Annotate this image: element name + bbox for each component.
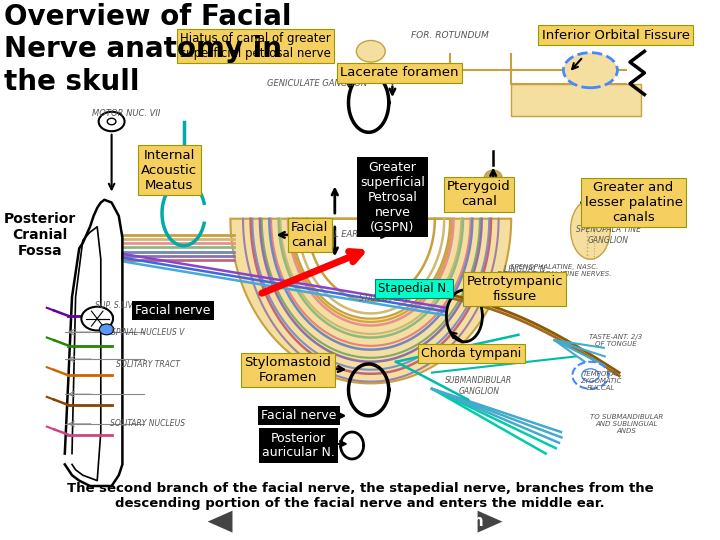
Circle shape (572, 362, 608, 389)
Text: Lacerate foramen: Lacerate foramen (341, 66, 459, 79)
Text: Greater and
lesser palatine
canals: Greater and lesser palatine canals (585, 181, 683, 224)
Text: FOR. ROTUNDUM: FOR. ROTUNDUM (411, 31, 489, 39)
Text: Petrotympanic
fissure: Petrotympanic fissure (467, 275, 563, 303)
Circle shape (99, 112, 125, 131)
Text: Posterior
Cranial
Fossa: Posterior Cranial Fossa (4, 212, 76, 258)
Text: STAPEDIAL N.: STAPEDIAL N. (359, 294, 411, 302)
Text: Stapedial N.: Stapedial N. (378, 282, 450, 295)
Text: MOTOR NUC. VII: MOTOR NUC. VII (92, 109, 160, 118)
Text: Click here to start Animation: Click here to start Animation (236, 514, 484, 529)
Text: TO SUBMANDIBULAR
AND SUBLINGUAL
ANDS: TO SUBMANDIBULAR AND SUBLINGUAL ANDS (590, 414, 663, 434)
Text: Inferior Orbital Fissure: Inferior Orbital Fissure (541, 29, 690, 42)
Text: Facial nerve: Facial nerve (261, 409, 336, 422)
Text: Chorda tympani: Chorda tympani (421, 347, 522, 360)
Text: LINGUAL N.: LINGUAL N. (504, 266, 547, 274)
Text: TEMPORAL
ZYGOMATIC
BUCCAL: TEMPORAL ZYGOMATIC BUCCAL (580, 370, 622, 391)
Circle shape (107, 118, 116, 125)
Text: GENICULATE GANGLION: GENICULATE GANGLION (266, 79, 367, 88)
Ellipse shape (485, 170, 503, 186)
Text: TASTE-ANT. 2/3
OF TONGUE: TASTE-ANT. 2/3 OF TONGUE (589, 334, 642, 347)
Text: Facial nerve: Facial nerve (135, 304, 210, 317)
Text: Stylomastoid
Foramen: Stylomastoid Foramen (245, 356, 331, 384)
Circle shape (582, 369, 599, 382)
Polygon shape (207, 511, 233, 532)
Circle shape (99, 324, 114, 335)
Text: SOLITARY TRACT: SOLITARY TRACT (116, 360, 179, 369)
Ellipse shape (563, 52, 618, 87)
Text: Hiatus of canal of greater
superficial petrosal nerve: Hiatus of canal of greater superficial p… (180, 32, 331, 60)
Text: SOLITARY NUCLEUS: SOLITARY NUCLEUS (110, 420, 185, 428)
Polygon shape (230, 219, 511, 383)
Text: SPENOPALA TINE
GANGLION: SPENOPALA TINE GANGLION (576, 225, 641, 245)
Text: Facial
canal: Facial canal (291, 221, 328, 249)
Text: Posterior
auricular N.: Posterior auricular N. (262, 431, 336, 460)
Text: SPINAL NUCLEUS V: SPINAL NUCLEUS V (111, 328, 184, 336)
Text: Greater
superficial
Petrosal
nerve
(GSPN): Greater superficial Petrosal nerve (GSPN… (360, 160, 425, 234)
Text: SPENOPHALATINE, NASC.
DESCENDING PALATINE NERVES.: SPENOPHALATINE, NASC. DESCENDING PALATIN… (497, 264, 612, 276)
Text: SUBMANDIBULAR
GANGLION: SUBMANDIBULAR GANGLION (445, 376, 513, 396)
Text: Internal
Acoustic
Meatus: Internal Acoustic Meatus (141, 148, 197, 192)
Ellipse shape (356, 40, 385, 62)
Polygon shape (477, 511, 503, 532)
Text: SUP. S.LIV. AND LACR. NUC.: SUP. S.LIV. AND LACR. NUC. (95, 301, 200, 309)
Text: The second branch of the facial nerve, the stapedial nerve, branches from the
de: The second branch of the facial nerve, t… (67, 482, 653, 510)
Text: INTERNAL EAR: INTERNAL EAR (297, 231, 358, 239)
Ellipse shape (571, 200, 610, 259)
Text: Overview of Facial
Nerve anatomy in
the skull: Overview of Facial Nerve anatomy in the … (4, 3, 291, 96)
Text: Pterygoid
canal: Pterygoid canal (447, 180, 510, 208)
Circle shape (81, 307, 113, 330)
FancyBboxPatch shape (511, 84, 641, 116)
